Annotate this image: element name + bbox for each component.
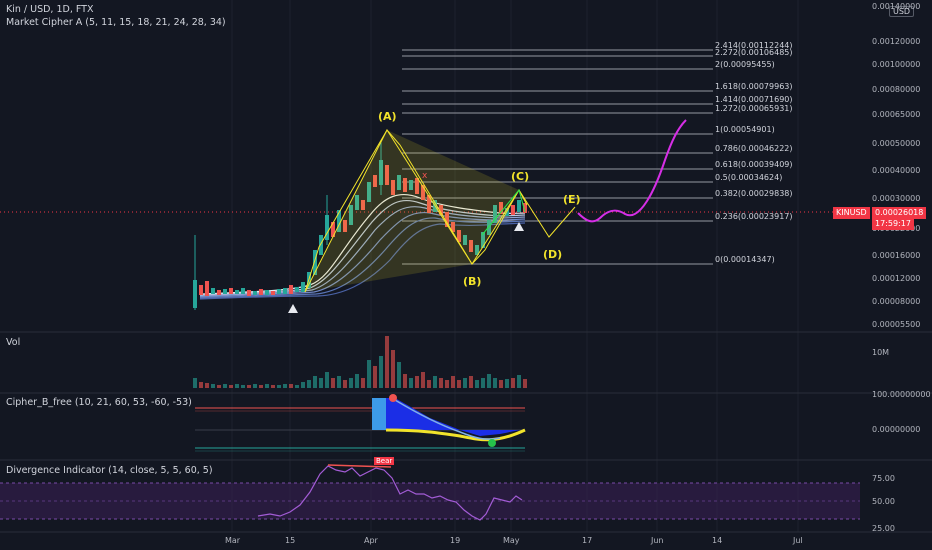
fib-level-label: 0.5(0.00034624) <box>715 173 783 182</box>
cipher-b-label[interactable]: Cipher_B_free (10, 21, 60, 53, -60, -53) <box>6 397 192 408</box>
fib-level-label: 2(0.00095455) <box>715 60 775 69</box>
divergence-plot <box>0 464 860 521</box>
fib-level-label: 0.618(0.00039409) <box>715 160 793 169</box>
divergence-label[interactable]: Divergence Indicator (14, close, 5, 5, 6… <box>6 465 213 476</box>
fib-level-label: 2.414(0.00112244) <box>715 41 793 50</box>
price-tick: 0.00040000 <box>872 166 921 175</box>
volume-bars <box>193 336 527 388</box>
volume-label[interactable]: Vol <box>6 337 21 348</box>
countdown-tag: 17:59:17 <box>872 218 914 230</box>
price-tick: 0.00100000 <box>872 60 921 69</box>
wave-pattern <box>304 128 576 293</box>
svg-text:x: x <box>422 171 428 181</box>
fib-level-label: 0(0.00014347) <box>715 255 775 264</box>
price-tick: 0.00008000 <box>872 297 921 306</box>
time-tick: Jun <box>651 536 664 545</box>
price-tick: 0.00016000 <box>872 251 921 260</box>
time-tick: 15 <box>285 536 296 545</box>
time-tick: 14 <box>712 536 723 545</box>
price-tick: 0.00030000 <box>872 194 921 203</box>
price-tick: 0.00050000 <box>872 139 921 148</box>
time-tick: Mar <box>225 536 241 545</box>
fib-level-label: 1(0.00054901) <box>715 125 775 134</box>
volume-axis-tick: 10M <box>872 348 890 357</box>
time-tick: 17 <box>582 536 593 545</box>
fib-level-label: 0.786(0.00046222) <box>715 144 793 153</box>
wave-label-a: (A) <box>378 110 397 123</box>
time-tick: 19 <box>450 536 461 545</box>
divergence-axis-tick: 50.00 <box>872 497 895 506</box>
symbol-price-tag: KINUSD <box>833 207 870 219</box>
divergence-axis-tick: 25.00 <box>872 524 895 533</box>
time-tick: May <box>503 536 520 545</box>
price-tick: 0.00120000 <box>872 37 921 46</box>
buy-triangle-marker <box>288 304 298 313</box>
market-cipher-a-label[interactable]: Market Cipher A (5, 11, 15, 18, 21, 24, … <box>6 17 226 28</box>
cipher-b-axis-mid: 0.00000000 <box>872 425 921 434</box>
time-tick: Jul <box>793 536 803 545</box>
price-tick: 0.00012000 <box>872 274 921 283</box>
divergence-axis-tick: 75.00 <box>872 474 895 483</box>
fib-level-label: 1.414(0.00071690) <box>715 95 793 104</box>
bear-divergence-tag: Bear <box>374 457 395 465</box>
fib-retracement-lines <box>402 49 713 265</box>
fib-level-label: 0.382(0.00029838) <box>715 189 793 198</box>
fib-level-label: 2.272(0.00106485) <box>715 48 793 57</box>
currency-badge[interactable]: USD <box>889 6 915 17</box>
wave-label-e: (E) <box>563 193 581 206</box>
cipher-b-plot <box>195 394 526 452</box>
fib-level-label: 1.618(0.00079963) <box>715 82 793 91</box>
time-tick: Apr <box>364 536 378 545</box>
fib-level-label: 1.272(0.00065931) <box>715 104 793 113</box>
price-tick: 0.00065000 <box>872 110 921 119</box>
fib-level-label: 0.236(0.00023917) <box>715 212 793 221</box>
cipher-b-axis-top: 100.00000000 <box>872 390 931 399</box>
wave-label-d: (D) <box>543 248 563 261</box>
projection-path <box>577 119 687 223</box>
wave-label-b: (B) <box>463 275 482 288</box>
wave-label-c: (C) <box>511 170 530 183</box>
price-tick: 0.00080000 <box>872 85 921 94</box>
price-tick: 0.00140000 <box>872 2 921 11</box>
symbol-title[interactable]: Kin / USD, 1D, FTX <box>6 4 94 15</box>
price-tick: 0.00005500 <box>872 320 921 329</box>
buy-triangle-marker <box>514 222 524 231</box>
current-price-tag: 0.00026018 <box>872 207 927 219</box>
